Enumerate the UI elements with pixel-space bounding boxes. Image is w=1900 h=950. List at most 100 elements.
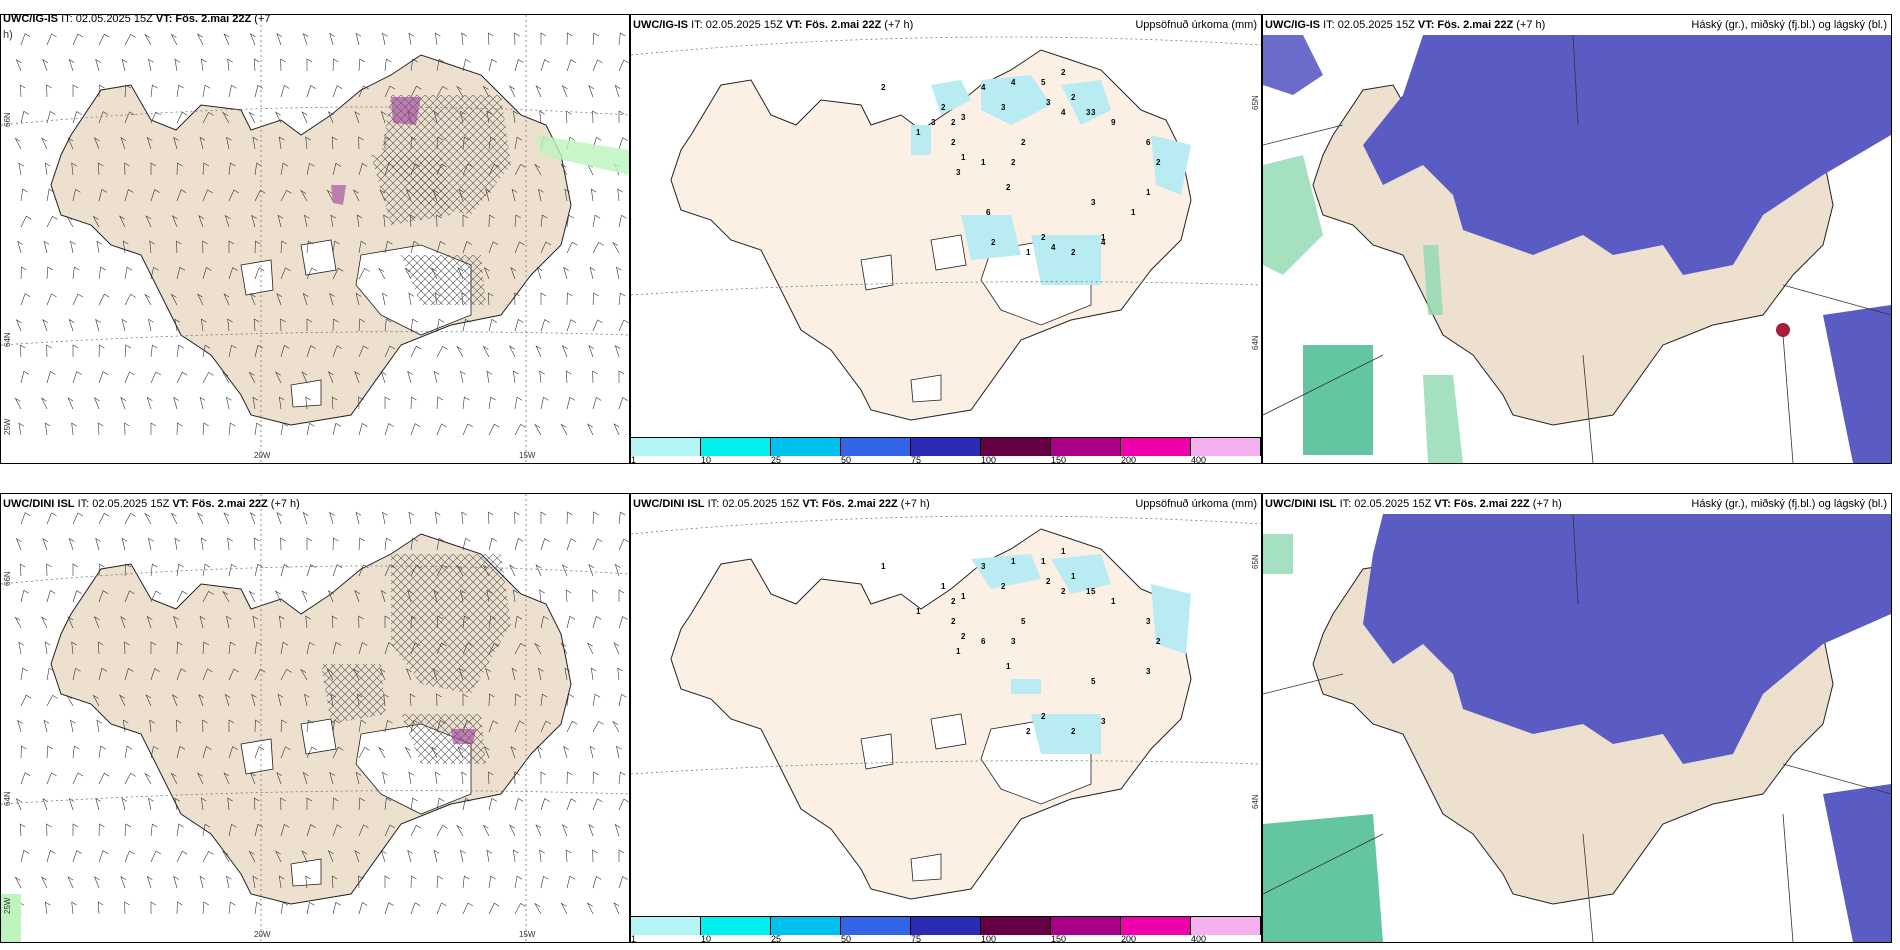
wind-barb (332, 641, 342, 655)
wind-barb (514, 798, 524, 811)
wind-barb (434, 771, 441, 785)
precip-value-label: 2 (1061, 68, 1066, 77)
wind-barb (306, 345, 316, 358)
wind-barb (462, 241, 472, 254)
precip-value-label: 2 (1011, 158, 1016, 167)
wind-barb (384, 875, 391, 888)
wind-barb (618, 319, 629, 332)
wind-barb (46, 33, 57, 46)
wind-barb (18, 162, 25, 176)
wind-barb (384, 902, 394, 915)
wind-barb (95, 797, 101, 811)
wind-barb (535, 824, 542, 837)
wind-barb (304, 214, 310, 228)
wind-barb (67, 397, 74, 410)
colorbar-tick-label: 10 (700, 934, 711, 943)
wind-barb (42, 59, 49, 72)
colorbar-swatch (1191, 917, 1261, 935)
wind-barb (98, 823, 105, 837)
wind-map-igis (1, 15, 629, 463)
wind-barb (46, 563, 52, 577)
wind-barb (251, 693, 257, 707)
colorbar-swatch (701, 917, 771, 935)
wind-barb (301, 111, 308, 124)
wind-barb (227, 797, 233, 811)
wind-barb (540, 798, 550, 811)
valid-time: VT: Fös. 2.mai 22Z (1434, 498, 1530, 510)
colorbar-tick-label: 1 (631, 934, 637, 943)
precip-value-label: 3 (1091, 108, 1096, 117)
wind-barb (124, 590, 135, 603)
wind-barb (228, 240, 235, 253)
wind-barb (329, 292, 335, 306)
precip-value-label: 1 (961, 153, 966, 162)
wind-barb (176, 823, 184, 837)
wind-barb (592, 876, 602, 889)
wind-barb (228, 84, 237, 98)
wind-barb (254, 422, 262, 436)
wind-barb (508, 345, 516, 358)
cloud-header: UWC/DINI ISL IT: 02.05.2025 15Z VT: Fös.… (1263, 494, 1891, 514)
wind-barb (566, 771, 573, 785)
wind-barb (72, 667, 81, 681)
wind-barb (72, 188, 81, 202)
wind-barb (150, 901, 157, 914)
precip-areas (971, 554, 1191, 754)
wind-barb (150, 189, 160, 202)
wind-barb (121, 58, 128, 72)
precip-value-label: 1 (981, 158, 986, 167)
cloud-panel-dini: UWC/DINI ISL IT: 02.05.2025 15Z VT: Fös.… (1262, 493, 1892, 943)
precip-value-label: 1 (1041, 557, 1046, 566)
wind-barb (306, 85, 316, 98)
wind-barb (98, 266, 106, 280)
wind-barb (618, 538, 629, 551)
wind-barb (539, 110, 545, 124)
wind-barb (488, 423, 500, 436)
wind-barb (176, 563, 184, 577)
wind-barb (588, 345, 595, 358)
wind-barb (15, 59, 22, 72)
wind-barb (514, 642, 526, 655)
wind-barb (176, 590, 188, 603)
wind-barb (536, 745, 543, 759)
lat-label-64n: 64N (3, 791, 12, 806)
wind-barb (72, 266, 80, 280)
wind-barb (72, 772, 84, 785)
wind-barb (46, 850, 56, 863)
wind-barb (44, 422, 51, 436)
wind-barb (280, 318, 286, 332)
wind-barb (512, 589, 519, 603)
precip-value-label: 2 (1071, 248, 1076, 257)
wind-barb (332, 58, 339, 72)
precip-value-label: 1 (1146, 188, 1151, 197)
colorbar-swatch (1051, 438, 1121, 456)
wind-barb (327, 850, 334, 863)
wind-barb (592, 397, 602, 410)
wind-barb (565, 370, 572, 384)
wind-barb (332, 267, 344, 280)
wind-barb (358, 318, 365, 332)
wind-barb (71, 641, 77, 655)
wind-barb (46, 344, 52, 358)
wind-barb (461, 511, 467, 525)
wind-barb (254, 267, 265, 280)
wind-barb (612, 720, 620, 733)
wind-barb (68, 58, 75, 72)
wind-barb (482, 345, 490, 358)
wind-barb (616, 266, 622, 280)
wind-barb (68, 797, 75, 811)
wind-barb (150, 745, 159, 759)
wind-barb (614, 563, 621, 577)
wind-barbs (14, 511, 629, 915)
precip-areas (911, 75, 1191, 285)
wind-barb (566, 875, 576, 889)
wind-barb (306, 901, 315, 915)
model-name: UWC/IG-IS (633, 19, 688, 31)
wind-barb (358, 875, 364, 889)
cloud-map-dini (1263, 513, 1891, 942)
wind-barb (277, 214, 284, 228)
precip-value-label: 2 (1026, 727, 1031, 736)
wind-barb (514, 693, 521, 707)
wind-barb (566, 798, 577, 811)
wind-barb (145, 694, 152, 707)
